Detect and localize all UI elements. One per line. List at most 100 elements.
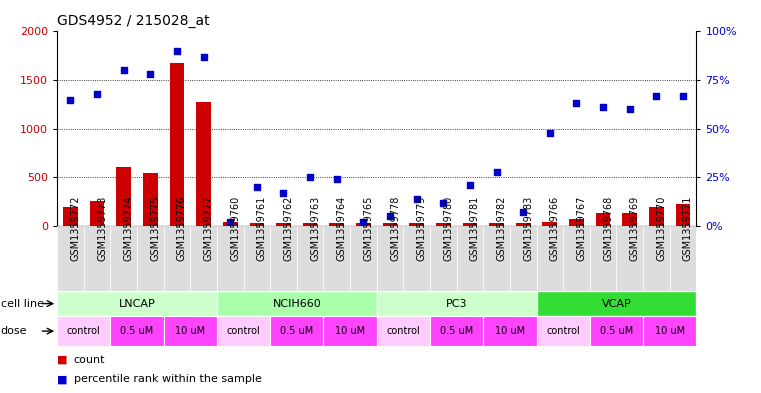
- Text: GSM1359783: GSM1359783: [524, 195, 533, 261]
- FancyBboxPatch shape: [483, 316, 537, 346]
- FancyBboxPatch shape: [377, 291, 537, 316]
- FancyBboxPatch shape: [190, 226, 217, 291]
- Text: count: count: [74, 354, 105, 365]
- Text: GSM1359762: GSM1359762: [283, 195, 294, 261]
- Bar: [596, 213, 610, 226]
- FancyBboxPatch shape: [483, 226, 510, 291]
- Text: GSM1359779: GSM1359779: [417, 195, 427, 261]
- Point: [145, 71, 157, 77]
- Point: [463, 182, 476, 188]
- Text: GSM1359780: GSM1359780: [443, 195, 454, 261]
- Bar: [250, 223, 264, 226]
- Bar: [543, 222, 557, 226]
- FancyBboxPatch shape: [110, 226, 137, 291]
- FancyBboxPatch shape: [84, 226, 110, 291]
- Text: NCIH660: NCIH660: [272, 299, 321, 309]
- Text: GSM1359777: GSM1359777: [204, 195, 214, 261]
- FancyBboxPatch shape: [137, 226, 164, 291]
- Text: GSM1359761: GSM1359761: [256, 195, 267, 261]
- FancyBboxPatch shape: [590, 226, 616, 291]
- Point: [384, 213, 396, 219]
- Bar: [63, 208, 78, 226]
- Point: [597, 104, 609, 110]
- Bar: [170, 62, 184, 226]
- Text: GSM1359778: GSM1359778: [390, 195, 400, 261]
- Bar: [223, 222, 237, 226]
- Point: [170, 48, 183, 54]
- Text: VCAP: VCAP: [601, 299, 632, 309]
- Text: control: control: [227, 326, 260, 336]
- FancyBboxPatch shape: [457, 226, 483, 291]
- Bar: [90, 201, 104, 226]
- Text: PC3: PC3: [446, 299, 467, 309]
- Text: GSM1359773: GSM1359773: [97, 195, 107, 261]
- Point: [517, 209, 530, 215]
- Point: [411, 196, 423, 202]
- Point: [250, 184, 263, 190]
- Bar: [303, 223, 317, 226]
- Point: [437, 200, 449, 206]
- FancyBboxPatch shape: [537, 316, 590, 346]
- Bar: [489, 223, 504, 226]
- Point: [224, 219, 236, 225]
- FancyBboxPatch shape: [643, 316, 696, 346]
- FancyBboxPatch shape: [430, 316, 483, 346]
- Point: [571, 100, 583, 107]
- Point: [277, 190, 289, 196]
- FancyBboxPatch shape: [217, 316, 270, 346]
- Bar: [569, 219, 584, 226]
- Bar: [516, 223, 530, 226]
- Bar: [649, 207, 664, 226]
- FancyBboxPatch shape: [403, 226, 430, 291]
- FancyBboxPatch shape: [57, 226, 84, 291]
- FancyBboxPatch shape: [164, 226, 190, 291]
- FancyBboxPatch shape: [270, 226, 297, 291]
- Text: percentile rank within the sample: percentile rank within the sample: [74, 374, 262, 384]
- Point: [304, 174, 317, 180]
- FancyBboxPatch shape: [217, 291, 377, 316]
- FancyBboxPatch shape: [323, 226, 350, 291]
- Bar: [622, 213, 637, 226]
- Text: GSM1359770: GSM1359770: [656, 195, 667, 261]
- Point: [650, 92, 662, 99]
- Text: GSM1359767: GSM1359767: [577, 195, 587, 261]
- FancyBboxPatch shape: [430, 226, 457, 291]
- Text: GSM1359769: GSM1359769: [630, 195, 640, 261]
- FancyBboxPatch shape: [350, 226, 377, 291]
- Text: 0.5 uM: 0.5 uM: [600, 326, 633, 336]
- FancyBboxPatch shape: [537, 291, 696, 316]
- FancyBboxPatch shape: [377, 226, 403, 291]
- Text: GSM1359772: GSM1359772: [70, 195, 81, 261]
- Text: 10 uM: 10 uM: [175, 326, 205, 336]
- Bar: [143, 173, 158, 226]
- Bar: [276, 223, 291, 226]
- Text: LNCAP: LNCAP: [119, 299, 155, 309]
- FancyBboxPatch shape: [643, 226, 670, 291]
- FancyBboxPatch shape: [590, 316, 643, 346]
- Text: 10 uM: 10 uM: [335, 326, 365, 336]
- Point: [91, 90, 103, 97]
- Text: ■: ■: [57, 354, 68, 365]
- Point: [198, 53, 210, 60]
- Bar: [116, 167, 131, 226]
- FancyBboxPatch shape: [537, 226, 563, 291]
- FancyBboxPatch shape: [297, 226, 323, 291]
- Text: GSM1359765: GSM1359765: [363, 195, 374, 261]
- Text: GSM1359774: GSM1359774: [123, 195, 134, 261]
- Text: dose: dose: [1, 326, 27, 336]
- FancyBboxPatch shape: [110, 316, 164, 346]
- FancyBboxPatch shape: [57, 316, 110, 346]
- Text: GSM1359763: GSM1359763: [310, 195, 320, 261]
- Text: 0.5 uM: 0.5 uM: [120, 326, 154, 336]
- Point: [330, 176, 342, 182]
- Text: GSM1359776: GSM1359776: [177, 195, 187, 261]
- FancyBboxPatch shape: [57, 291, 217, 316]
- FancyBboxPatch shape: [563, 226, 590, 291]
- Bar: [356, 223, 371, 226]
- FancyBboxPatch shape: [217, 226, 244, 291]
- Text: 0.5 uM: 0.5 uM: [440, 326, 473, 336]
- Text: GSM1359768: GSM1359768: [603, 195, 613, 261]
- Bar: [676, 204, 690, 226]
- Text: 0.5 uM: 0.5 uM: [280, 326, 314, 336]
- Bar: [330, 223, 344, 226]
